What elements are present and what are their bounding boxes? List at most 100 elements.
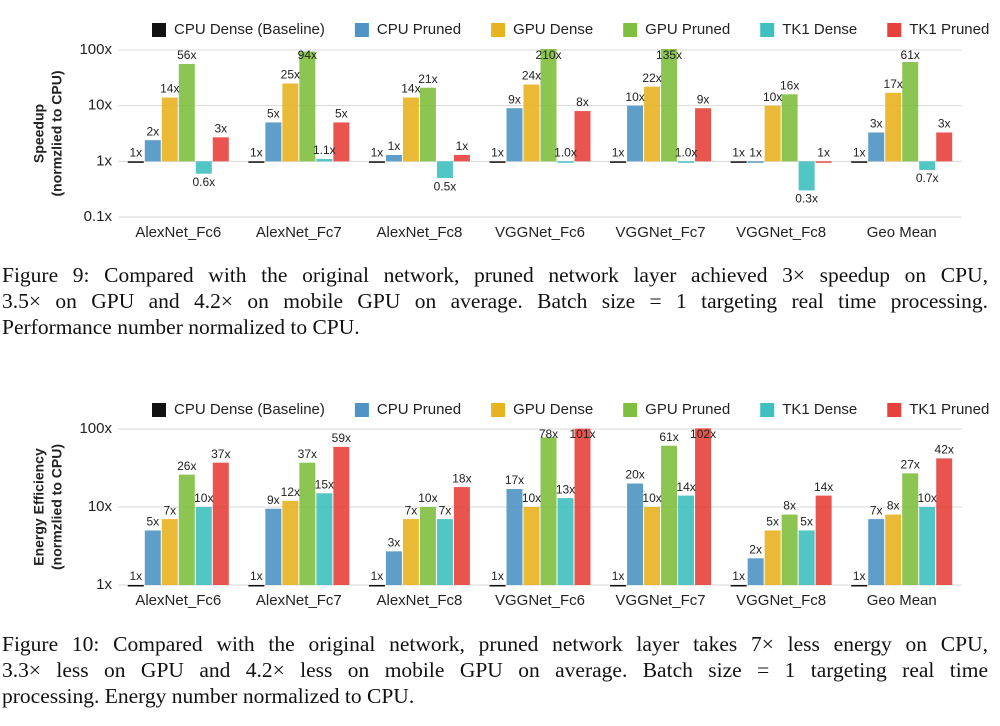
bar (212, 462, 229, 585)
data-label: 94x (298, 48, 317, 62)
data-label: 3x (938, 117, 951, 131)
data-label: 3x (214, 121, 227, 135)
bar (299, 51, 316, 162)
legend-label: CPU Dense (Baseline) (174, 401, 325, 418)
bar (265, 508, 282, 585)
y-axis-label: (normzlied to CPU) (49, 71, 65, 197)
bar (178, 474, 195, 585)
bar (316, 493, 333, 585)
chart: 1x 10x 100x Energy Efficiency (normzlied to … (31, 401, 990, 609)
bar (333, 446, 350, 585)
caption-line: 3.5× on GPU and 4.2× on mobile GPU on av… (2, 289, 988, 313)
bar (815, 495, 832, 585)
bar (851, 585, 868, 587)
data-label: 15x (315, 477, 334, 491)
bars (127, 49, 953, 191)
bar (453, 154, 470, 162)
legend-label: CPU Pruned (377, 21, 461, 38)
data-label: 2x (749, 542, 762, 556)
legend-swatch (887, 403, 902, 417)
data-label: 37x (298, 447, 317, 461)
bar (574, 111, 591, 162)
bar (936, 132, 953, 162)
bar (453, 487, 470, 585)
chart: 0.1x 1x 10x 100x Speedup (normzlied to CPU) CP… (31, 21, 990, 241)
legend-label: GPU Dense (513, 21, 593, 38)
data-label: 27x (901, 458, 920, 472)
bar (506, 489, 523, 585)
bar (781, 514, 798, 585)
bar (747, 558, 764, 585)
bar (919, 161, 936, 170)
y-tick-label: 1x (96, 152, 112, 169)
bar (936, 458, 953, 585)
data-label: 7x (405, 503, 418, 517)
data-label: 14x (676, 480, 695, 494)
data-label: 1x (612, 569, 625, 583)
bar (248, 161, 265, 163)
data-label: 0.5x (434, 179, 457, 193)
data-label: 16x (780, 78, 799, 92)
data-label: 1x (129, 146, 142, 160)
x-tick-label: Geo Mean (867, 592, 937, 609)
data-label: 22x (642, 71, 661, 85)
caption-line: Figure 9: Compared with the original net… (2, 263, 988, 287)
bar (368, 585, 385, 587)
data-label: 1.0x (675, 146, 698, 160)
y-axis-label: Energy Efficiency (31, 448, 47, 566)
data-label: 17x (884, 77, 903, 91)
data-label: 1x (129, 569, 142, 583)
x-tick-label: VGGNet_Fc8 (736, 224, 826, 241)
data-label: 1x (250, 569, 263, 583)
legend-label: TK1 Dense (782, 21, 857, 38)
data-label: 1.1x (313, 143, 336, 157)
bar (661, 49, 678, 162)
caption-line: 3.3× less on GPU and 4.2× less on mobile… (2, 658, 988, 682)
bar (385, 154, 402, 162)
x-tick-label: AlexNet_Fc7 (256, 592, 342, 609)
data-label: 10x (625, 90, 644, 104)
bar (523, 84, 540, 162)
data-label: 1x (853, 569, 866, 583)
caption-line: Figure 10: Compared with the original ne… (2, 632, 988, 656)
data-label: 20x (625, 468, 644, 482)
bar (885, 514, 902, 585)
bar (489, 161, 506, 163)
legend-label: GPU Pruned (645, 21, 730, 38)
y-axis-label: (normzlied to CPU) (49, 444, 65, 570)
data-label: 59x (332, 431, 351, 445)
data-label: 0.3x (795, 192, 818, 206)
data-label: 102x (690, 427, 716, 441)
bar (610, 161, 627, 163)
bar (730, 161, 747, 163)
data-label: 21x (418, 72, 437, 86)
data-label: 42x (935, 443, 954, 457)
data-label: 10x (418, 491, 437, 505)
bar (127, 161, 144, 163)
data-label: 10x (918, 491, 937, 505)
bar (747, 161, 764, 163)
bar (402, 519, 419, 585)
data-label: 10x (194, 491, 213, 505)
data-label: 1x (732, 146, 745, 160)
y-tick-label: 10x (88, 498, 113, 515)
bar (385, 551, 402, 585)
bar (678, 495, 695, 585)
bar (127, 585, 144, 587)
data-label: 1x (612, 146, 625, 160)
bar (644, 86, 661, 162)
legend-label: CPU Dense (Baseline) (174, 21, 325, 38)
data-label: 8x (887, 499, 900, 513)
bar (764, 530, 781, 585)
bar (868, 132, 885, 162)
y-tick-label: 100x (79, 41, 112, 58)
bar (695, 428, 712, 585)
bar (644, 507, 661, 585)
data-label: 24x (522, 69, 541, 83)
bar (661, 445, 678, 585)
data-label: 17x (505, 473, 524, 487)
bar (436, 519, 453, 585)
bar (902, 61, 919, 162)
data-label: 61x (901, 48, 920, 62)
